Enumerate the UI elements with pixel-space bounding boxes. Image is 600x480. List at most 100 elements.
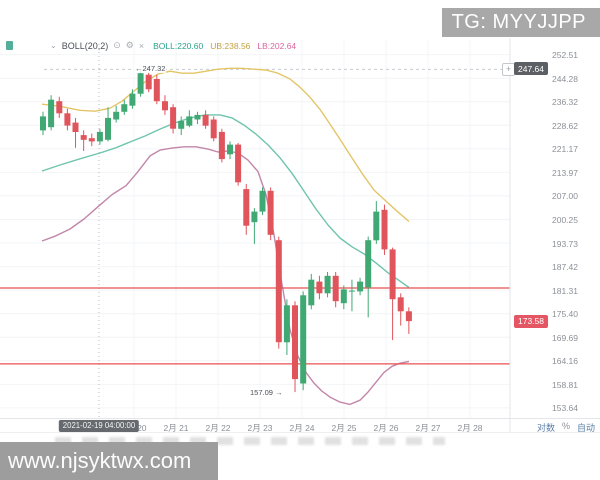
candle-body <box>357 281 364 292</box>
candle-body <box>40 116 46 131</box>
time-axis-label: 2月 24 <box>289 423 315 433</box>
time-axis-label: 2月 21 <box>163 423 189 433</box>
add-alert-plus-button[interactable]: + <box>502 62 515 76</box>
price-axis-label: 252.51 <box>552 50 578 61</box>
candle-body <box>405 311 412 322</box>
indicator-value: UB:238.56 <box>210 40 251 51</box>
candle-body <box>300 295 307 384</box>
candle-body <box>202 114 209 126</box>
close-icon[interactable]: × <box>138 40 145 51</box>
middle-band-line <box>41 114 410 289</box>
candle-body <box>178 121 185 129</box>
price-axis-label: 207.00 <box>552 191 578 202</box>
candle-body <box>275 240 282 343</box>
candle-body <box>373 211 380 241</box>
time-axis-label: 2月 28 <box>457 423 483 433</box>
price-axis-label: 236.32 <box>552 97 578 108</box>
candle-body <box>88 138 95 142</box>
price-axis-label: 153.64 <box>552 403 578 414</box>
time-axis-label: 2月 22 <box>205 423 231 433</box>
candle-body <box>210 119 217 139</box>
candle-body <box>186 116 193 126</box>
candle-body <box>324 275 331 294</box>
candle-body <box>56 101 63 114</box>
gear-icon[interactable]: ⚙ <box>125 40 134 50</box>
candle-body <box>243 189 250 226</box>
candle-body <box>113 111 120 120</box>
time-axis-badge: 2021-02-19 04:00:00 <box>58 419 140 432</box>
candle-body <box>194 114 201 120</box>
time-axis-label: 2月 27 <box>415 423 441 433</box>
price-badge-dark: 247.64 <box>514 62 548 75</box>
auto-scale-toggle[interactable]: 自动 <box>576 423 595 433</box>
candle-body <box>227 144 233 155</box>
candle-body <box>316 281 323 294</box>
eye-icon[interactable]: ⊙ <box>113 40 121 50</box>
candle-body <box>308 279 315 306</box>
candle-body <box>137 73 144 94</box>
price-axis-label: 181.31 <box>552 285 578 296</box>
candle-body <box>381 209 388 250</box>
candle-body <box>365 240 372 288</box>
candle-body <box>80 135 87 140</box>
candle-body <box>332 275 339 302</box>
candle-body <box>267 190 274 235</box>
candle-body <box>96 131 103 142</box>
scale-controls: 对数 % 自动 <box>537 421 595 434</box>
candle-body <box>283 305 290 343</box>
candle-body <box>251 211 258 223</box>
indicator-name: BOLL(20,2) <box>61 40 109 51</box>
price-axis-label: 169.69 <box>552 332 578 343</box>
candle-body <box>64 113 71 126</box>
percent-scale-toggle[interactable]: % <box>561 421 570 431</box>
candle-body <box>170 107 177 129</box>
indicator-value: BOLL:220.60 <box>153 40 204 51</box>
price-axis-label: 200.25 <box>552 215 578 225</box>
time-axis-label: 2月 26 <box>373 423 399 433</box>
candle-body <box>121 104 128 112</box>
watermark-bottom-left: www.njsyktwx.com <box>0 442 218 480</box>
price-axis-label: 164.16 <box>552 356 578 367</box>
log-scale-toggle[interactable]: 对数 <box>536 423 555 433</box>
candle-body <box>259 190 266 212</box>
candle-body <box>145 74 152 90</box>
candle-body <box>48 99 55 128</box>
blurred-text-artifact <box>55 437 445 445</box>
candle-body <box>292 305 298 380</box>
watermark-top-right: TG: MYYJJPP <box>441 8 600 37</box>
indicator-values: BOLL:220.60 UB:238.56 LB:202.64 <box>153 41 296 51</box>
upper-band-line <box>41 67 410 223</box>
corner-marker <box>6 41 13 50</box>
candle-body <box>340 289 347 304</box>
price-axis-label: 158.81 <box>552 379 578 390</box>
price-badge-current: 173.58 <box>514 314 548 328</box>
high-annotation: ←247.32 <box>134 64 167 74</box>
time-axis-label: 2月 23 <box>247 423 273 433</box>
candle-body <box>129 93 136 106</box>
candle-body <box>72 122 79 132</box>
price-axis-label: 175.40 <box>552 309 578 320</box>
price-axis-label: 228.62 <box>552 120 578 131</box>
candle-body <box>153 79 160 102</box>
candle-body <box>218 131 225 160</box>
price-axis-label: 221.17 <box>552 144 578 155</box>
candle-body <box>105 117 111 140</box>
candle-body <box>235 144 242 183</box>
low-annotation: 157.09 → <box>249 388 284 398</box>
indicator-value: LB:202.64 <box>257 40 297 51</box>
price-axis-label: 193.73 <box>552 238 578 249</box>
lower-band-line <box>41 146 410 406</box>
candle-body <box>397 297 404 312</box>
price-axis-label: 244.28 <box>552 73 578 84</box>
price-axis-label: 213.97 <box>552 167 578 178</box>
time-axis-label: 2月 25 <box>331 423 357 433</box>
indicator-legend: ⌄ BOLL(20,2) ⊙ ⚙ × BOLL:220.60 UB:238.56 L… <box>50 40 296 51</box>
chevron-down-icon[interactable]: ⌄ <box>50 41 57 50</box>
candle-body <box>162 101 168 111</box>
candle-body <box>348 290 355 292</box>
price-axis-label: 187.42 <box>552 262 578 273</box>
candle-body <box>389 249 396 300</box>
